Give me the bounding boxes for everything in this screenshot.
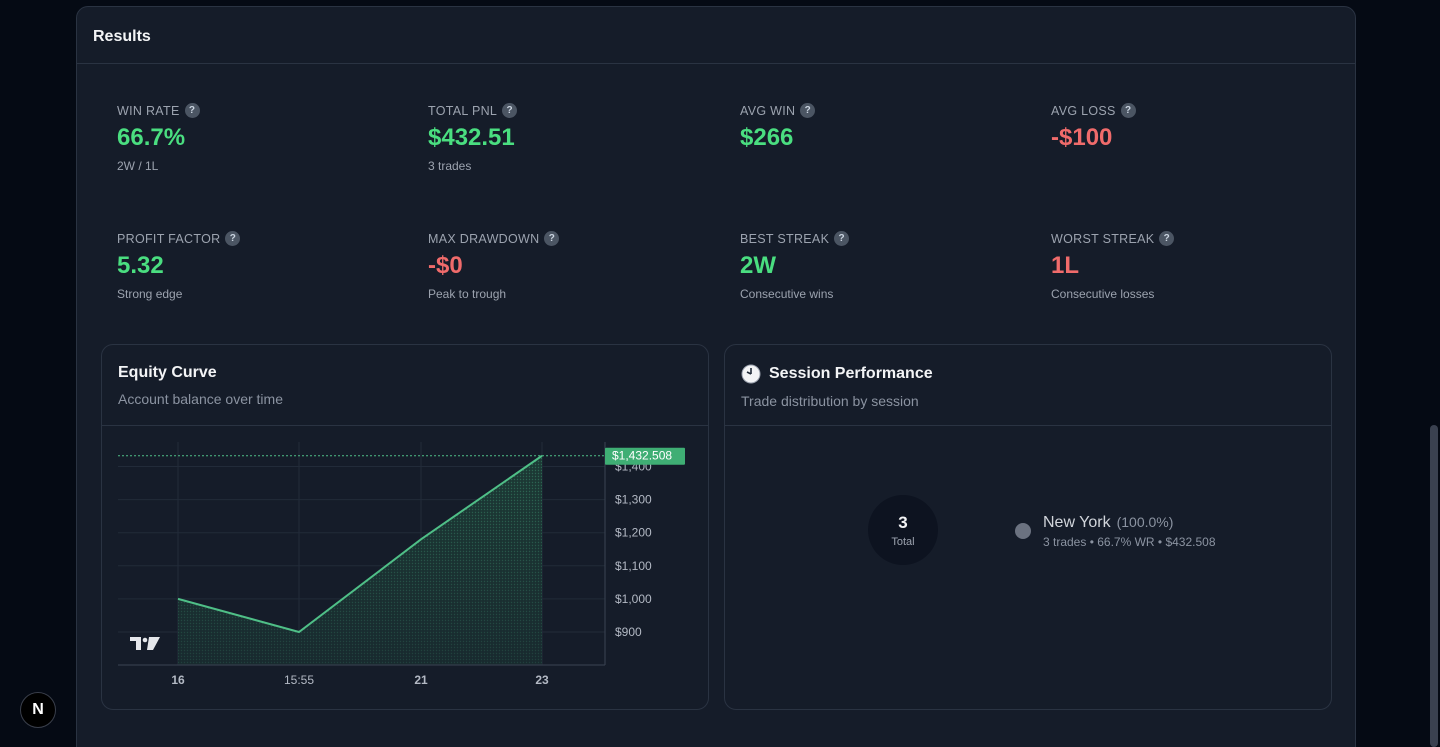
session-subtitle: Trade distribution by session (741, 393, 919, 409)
stat-label: AVG WIN? (740, 103, 1020, 118)
legend-dot-icon (1015, 523, 1031, 539)
legend-name: New York (1043, 514, 1111, 531)
stat-win-rate: WIN RATE? 66.7% 2W / 1L (117, 103, 397, 173)
results-header: Results (77, 7, 1355, 64)
x-tick-label: 23 (535, 673, 549, 687)
help-icon[interactable]: ? (544, 231, 560, 246)
help-icon[interactable]: ? (184, 103, 200, 118)
session-total-label: Total (891, 535, 915, 548)
stat-max-drawdown: MAX DRAWDOWN? -$0 Peak to trough (428, 231, 708, 301)
stat-label: MAX DRAWDOWN? (428, 231, 708, 246)
tradingview-logo-icon[interactable] (130, 637, 160, 650)
equity-card-header: Equity Curve Account balance over time (102, 345, 708, 426)
help-icon[interactable]: ? (1120, 103, 1136, 118)
stat-value: 5.32 (117, 252, 164, 279)
stat-value: -$0 (428, 252, 463, 279)
legend-item-new-york[interactable]: New York (100.0%) (1043, 514, 1173, 532)
session-total-count: 3 (898, 512, 908, 532)
stat-sub: 2W / 1L (117, 159, 159, 173)
stat-label: WORST STREAK? (1051, 231, 1331, 246)
stat-label-text: WIN RATE (117, 103, 180, 118)
stat-sub: Consecutive losses (1051, 287, 1155, 301)
session-card-header: Session Performance Trade distribution b… (725, 345, 1331, 426)
results-title: Results (93, 28, 151, 45)
badge-letter: N (32, 701, 44, 718)
stat-label-text: AVG WIN (740, 103, 796, 118)
stat-sub: Strong edge (117, 287, 183, 301)
equity-chart[interactable]: $900$1,000$1,100$1,200$1,300$1,400 16 15:… (102, 427, 708, 709)
stat-label-text: AVG LOSS (1051, 103, 1116, 118)
legend-detail: 3 trades • 66.7% WR • $432.508 (1043, 535, 1216, 549)
equity-title: Equity Curve (118, 364, 217, 381)
equity-line (177, 454, 543, 634)
equity-area-fade (178, 455, 542, 665)
session-title-row: Session Performance (741, 364, 1315, 384)
results-panel: Results WIN RATE? 66.7% 2W / 1L TOTAL PNL? $… (76, 6, 1356, 747)
x-tick-label: 16 (171, 673, 185, 687)
stat-sub: 3 trades (428, 159, 472, 173)
stat-label: AVG LOSS? (1051, 103, 1331, 118)
help-icon[interactable]: ? (1159, 231, 1175, 246)
help-icon[interactable]: ? (834, 231, 850, 246)
stat-label: BEST STREAK? (740, 231, 1020, 246)
stat-label-text: WORST STREAK (1051, 231, 1155, 246)
stat-value: $266 (740, 124, 794, 151)
x-axis-ticks: 16 15:55 21 23 (171, 673, 549, 687)
stat-label: WIN RATE? (117, 103, 397, 118)
clock-icon (741, 364, 761, 384)
y-tick-label: $1,100 (615, 559, 652, 573)
session-total-donut[interactable]: 3 Total (868, 495, 938, 565)
stat-worst-streak: WORST STREAK? 1L Consecutive losses (1051, 231, 1331, 301)
next-dev-badge[interactable]: N (20, 692, 56, 728)
stat-avg-win: AVG WIN? $266 (740, 103, 1020, 159)
scrollbar-thumb[interactable] (1430, 425, 1438, 747)
session-performance-card: Session Performance Trade distribution b… (724, 344, 1332, 710)
stat-value: 1L (1051, 252, 1080, 279)
stat-best-streak: BEST STREAK? 2W Consecutive wins (740, 231, 1020, 301)
stat-label-text: BEST STREAK (740, 231, 830, 246)
stat-value: 66.7% (117, 124, 186, 151)
stat-profit-factor: PROFIT FACTOR? 5.32 Strong edge (117, 231, 397, 301)
stat-label: PROFIT FACTOR? (117, 231, 397, 246)
stat-sub: Consecutive wins (740, 287, 834, 301)
y-tick-label: $900 (615, 625, 642, 639)
y-tick-label: $1,000 (615, 592, 652, 606)
equity-curve-card: Equity Curve Account balance over time (101, 344, 709, 710)
help-icon[interactable]: ? (225, 231, 241, 246)
stat-label: TOTAL PNL? (428, 103, 708, 118)
stat-label-text: MAX DRAWDOWN (428, 231, 540, 246)
help-icon[interactable]: ? (800, 103, 816, 118)
stat-label-text: TOTAL PNL (428, 103, 498, 118)
stat-avg-loss: AVG LOSS? -$100 (1051, 103, 1331, 159)
y-tick-label: $1,200 (615, 526, 652, 540)
x-tick-label: 21 (414, 673, 428, 687)
stat-value: 2W (740, 252, 776, 279)
session-title: Session Performance (769, 365, 933, 382)
stat-value: -$100 (1051, 124, 1113, 151)
stat-total-pnl: TOTAL PNL? $432.51 3 trades (428, 103, 708, 173)
equity-subtitle: Account balance over time (118, 391, 283, 407)
y-axis-ticks: $900$1,000$1,100$1,200$1,300$1,400 (615, 460, 652, 640)
stat-label-text: PROFIT FACTOR (117, 231, 221, 246)
stat-sub: Peak to trough (428, 287, 507, 301)
last-value-badge (605, 447, 685, 465)
legend-pct: (100.0%) (1116, 514, 1174, 530)
last-value-label: $1,432.508 (612, 449, 672, 463)
y-tick-label: $1,300 (615, 493, 652, 507)
stat-value: $432.51 (428, 124, 515, 151)
x-tick-label: 15:55 (284, 673, 314, 687)
help-icon[interactable]: ? (502, 103, 518, 118)
